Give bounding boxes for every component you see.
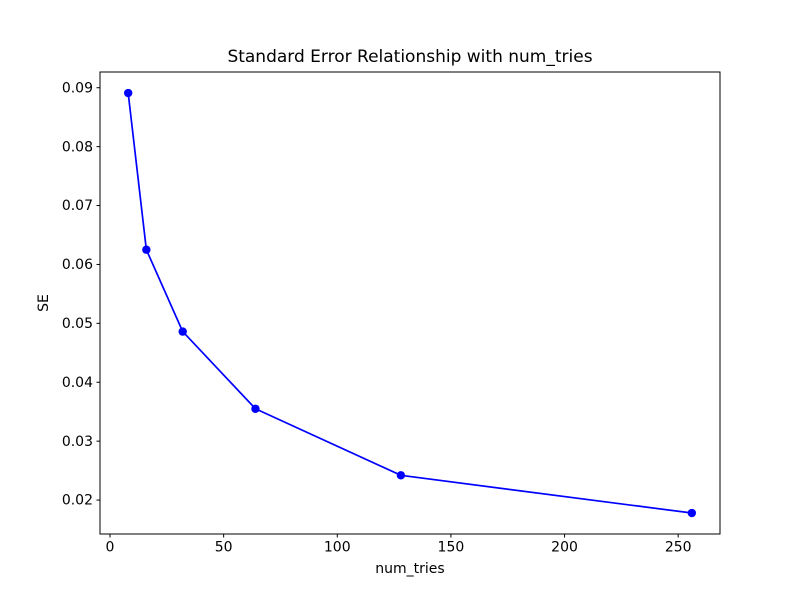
- y-axis-ticks: 0.02 0.03 0.04 0.05 0.06 0.07 0.08 0.09: [62, 80, 100, 509]
- data-point: [123, 88, 133, 98]
- data-point: [687, 508, 697, 518]
- y-tick-label: 0.04: [62, 375, 93, 391]
- data-point: [396, 471, 406, 480]
- plot-area: [99, 71, 721, 535]
- y-tick-label: 0.05: [62, 316, 93, 332]
- data-point: [142, 245, 151, 254]
- data-point-markers: [123, 88, 697, 518]
- data-point: [251, 404, 260, 413]
- x-tick-label: 200: [551, 540, 578, 556]
- se-line-series: [127, 92, 692, 514]
- x-axis-ticks: 0 50 100 150 200 250: [106, 534, 692, 556]
- y-tick-label: 0.07: [62, 198, 93, 214]
- y-axis-label: SE: [36, 294, 52, 312]
- x-axis-label: num_tries: [375, 561, 444, 577]
- data-point: [178, 327, 187, 336]
- x-tick-label: 0: [106, 540, 115, 556]
- x-tick-label: 50: [215, 540, 233, 556]
- x-tick-label: 250: [665, 540, 692, 556]
- y-tick-label: 0.03: [62, 434, 93, 450]
- y-tick-label: 0.08: [62, 139, 93, 155]
- x-tick-label: 150: [438, 540, 465, 556]
- y-tick-label: 0.06: [62, 257, 93, 273]
- y-tick-label: 0.02: [62, 493, 93, 509]
- y-tick-label: 0.09: [62, 80, 93, 96]
- chart-title: Standard Error Relationship with num_tri…: [227, 47, 592, 67]
- x-tick-label: 100: [324, 540, 351, 556]
